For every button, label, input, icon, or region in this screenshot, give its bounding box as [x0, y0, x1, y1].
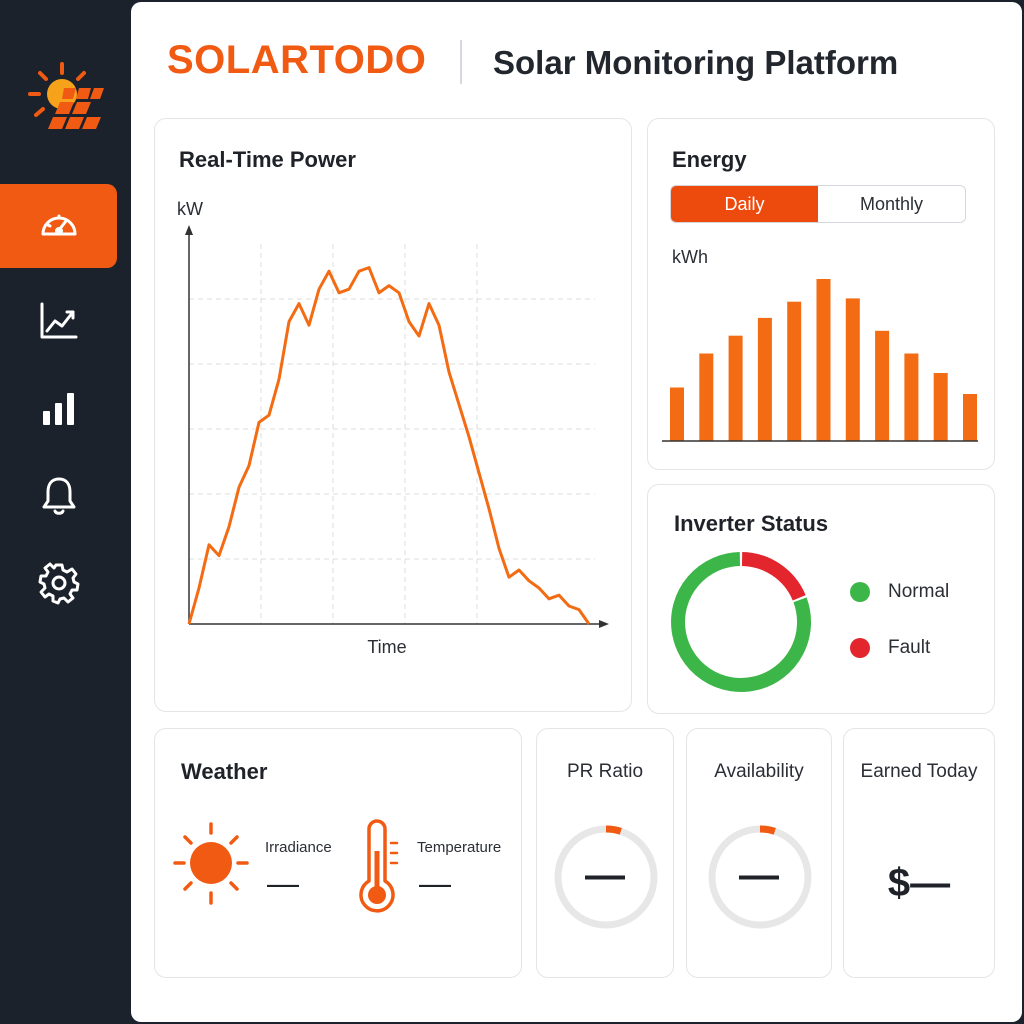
power-y-label: kW — [177, 199, 203, 219]
legend-fault: Fault — [850, 637, 930, 659]
pr-ratio-card: PR Ratio — — [536, 728, 674, 978]
page-title: Solar Monitoring Platform — [493, 44, 899, 81]
sidebar-item-dashboard[interactable] — [0, 184, 117, 268]
earned-today-card: Earned Today $— — [843, 728, 995, 978]
energy-bar — [845, 298, 860, 441]
line-chart-icon — [40, 302, 77, 339]
donut-slices — [671, 552, 811, 692]
legend-fault-label: Fault — [888, 637, 931, 658]
temperature-value: — — [419, 865, 451, 901]
pr-ratio-gauge — [554, 825, 658, 929]
power-x-label: Time — [367, 637, 406, 657]
energy-bar — [875, 330, 890, 441]
normal-dot — [850, 582, 870, 602]
tab-daily[interactable]: Daily — [671, 186, 818, 222]
availability-title: Availability — [714, 761, 804, 782]
gear-icon — [38, 562, 79, 605]
solar-panel-logo-icon — [28, 62, 104, 129]
legend-normal: Normal — [850, 581, 949, 603]
energy-bar — [757, 317, 772, 441]
energy-bar — [933, 373, 948, 441]
pr-ratio-gauge-fill — [605, 825, 622, 835]
bar-chart-icon — [42, 393, 74, 425]
pr-ratio-title: PR Ratio — [566, 761, 644, 782]
sidebar-item-settings[interactable] — [0, 541, 117, 625]
power-x-arrow — [599, 620, 609, 628]
energy-period-toggle: Daily Monthly — [670, 185, 966, 223]
availability-card: Availability — — [686, 728, 832, 978]
energy-bar — [670, 387, 684, 441]
energy-y-label: kWh — [672, 247, 708, 267]
energy-bar — [904, 353, 919, 441]
power-y-arrow — [185, 225, 193, 235]
earned-today-value: $— — [887, 861, 951, 905]
irradiance-label: Irradiance — [265, 839, 332, 856]
energy-bar — [699, 353, 714, 441]
sidebar-item-reports[interactable] — [0, 367, 117, 451]
donut-slice-normal — [671, 552, 811, 692]
header-divider — [460, 40, 462, 84]
availability-value: — — [739, 853, 779, 897]
power-series-line — [187, 266, 591, 625]
sun-icon — [173, 822, 249, 905]
energy-bar — [963, 394, 977, 441]
energy-bar — [816, 279, 831, 441]
realtime-power-chart: kW Time — [177, 199, 609, 657]
irradiance-value: — — [267, 865, 299, 901]
main-panel: SOLARTODO Solar Monitoring Platform Real… — [131, 2, 1022, 1022]
bell-icon — [42, 477, 75, 515]
energy-bars — [670, 279, 977, 441]
pr-ratio-value: — — [585, 853, 625, 897]
earned-today-title: Earned Today — [860, 761, 978, 782]
inverter-donut-chart — [671, 552, 811, 692]
availability-gauge — [708, 825, 812, 929]
thermometer-icon — [359, 819, 399, 913]
energy-bar — [787, 301, 802, 441]
availability-gauge-fill — [759, 825, 776, 835]
energy-bar — [728, 335, 743, 441]
sidebar-item-alerts[interactable] — [0, 454, 117, 538]
legend-normal-label: Normal — [888, 581, 950, 602]
weather-card: Weather Irradiance — — [154, 728, 522, 978]
fault-dot — [850, 638, 870, 658]
power-grid — [189, 244, 595, 624]
energy-card: Energy Daily Monthly kWh — [647, 118, 995, 470]
weather-title: Weather — [181, 759, 268, 784]
energy-title: Energy — [672, 147, 747, 172]
gauge-icon — [41, 214, 76, 236]
tab-monthly[interactable]: Monthly — [818, 186, 965, 222]
realtime-power-title: Real-Time Power — [179, 147, 356, 172]
donut-slice-fault — [741, 552, 806, 601]
inverter-status-title: Inverter Status — [674, 511, 829, 536]
sidebar-item-trends[interactable] — [0, 279, 117, 363]
temperature-label: Temperature — [417, 839, 502, 856]
brand-name: SOLARTODO — [167, 38, 427, 82]
inverter-status-card: Inverter Status Normal Fault — [647, 484, 995, 714]
sidebar — [0, 0, 130, 1024]
energy-bar-chart — [662, 279, 978, 442]
realtime-power-card: Real-Time Power kW Time — [154, 118, 632, 712]
